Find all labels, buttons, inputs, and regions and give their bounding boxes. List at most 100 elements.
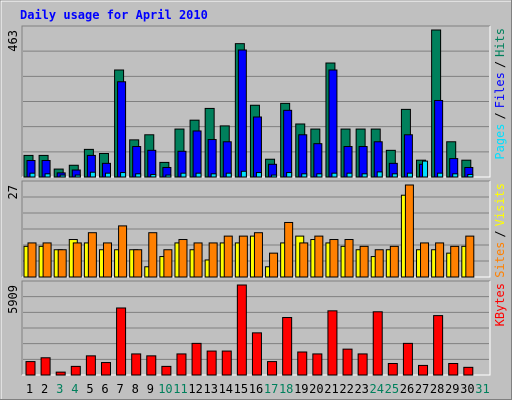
bar: [87, 232, 97, 278]
bar: [102, 242, 112, 278]
bar: [165, 174, 172, 178]
bar: [267, 361, 278, 376]
day-label: 9: [147, 382, 154, 396]
bar: [271, 174, 278, 178]
bar: [178, 239, 188, 278]
bar: [331, 172, 338, 178]
day-label: 30: [460, 382, 474, 396]
bar: [55, 371, 66, 376]
bar: [238, 235, 248, 278]
day-label: 28: [430, 382, 444, 396]
bar: [433, 315, 444, 376]
bar: [135, 173, 142, 178]
bar: [284, 221, 294, 278]
bar: [269, 252, 279, 278]
bar: [342, 348, 353, 376]
legend-entry: KBytes: [493, 283, 507, 326]
bar: [327, 310, 338, 376]
bar: [57, 249, 67, 278]
bar: [253, 232, 263, 278]
bar: [225, 172, 232, 178]
bar: [374, 249, 384, 278]
bar: [314, 235, 324, 278]
chart-title: Daily usage for April 2010: [20, 8, 208, 22]
legend-separator: /: [493, 230, 507, 237]
day-label: 11: [173, 382, 187, 396]
bar: [463, 366, 474, 376]
bar: [437, 172, 444, 178]
day-label: 24: [370, 382, 384, 396]
day-label: 13: [203, 382, 217, 396]
bar: [420, 242, 430, 278]
bar: [299, 242, 309, 278]
bar: [402, 342, 413, 376]
day-label: 17: [264, 382, 278, 396]
bar: [361, 173, 368, 178]
day-label: 8: [132, 382, 139, 396]
day-label: 19: [294, 382, 308, 396]
panel-shadow: [21, 180, 490, 277]
bar: [210, 173, 217, 178]
bar: [133, 249, 143, 278]
bar: [132, 146, 142, 178]
bar: [343, 146, 353, 178]
bar: [222, 141, 232, 178]
legend-entry: Files: [493, 72, 507, 108]
bar: [70, 365, 81, 376]
bar: [85, 355, 96, 376]
bar: [40, 357, 51, 376]
bar: [328, 69, 338, 178]
panel-shadow: [21, 280, 490, 375]
bar: [251, 332, 262, 376]
bar: [298, 134, 308, 178]
bar: [207, 139, 217, 178]
bar: [434, 99, 444, 178]
bar: [236, 284, 247, 376]
day-label: 25: [385, 382, 399, 396]
legend-separator: /: [493, 61, 507, 68]
bar: [148, 232, 158, 278]
bar: [131, 353, 142, 376]
legend: KBytes: [493, 283, 507, 326]
bar: [104, 172, 111, 178]
legend-entry: Sites: [493, 242, 507, 278]
bar: [435, 242, 445, 278]
bar: [301, 173, 308, 178]
bar: [163, 249, 173, 278]
bar: [406, 172, 413, 178]
day-label: 12: [188, 382, 202, 396]
panel-shadow: [21, 25, 490, 177]
bar: [176, 353, 187, 376]
bar: [195, 172, 202, 178]
bar: [465, 235, 475, 278]
bar: [387, 363, 398, 376]
bar: [42, 242, 52, 278]
day-label: 31: [475, 382, 489, 396]
bar: [221, 350, 232, 376]
bar: [89, 171, 96, 178]
bar: [59, 174, 66, 178]
bar: [27, 242, 37, 278]
bar: [146, 355, 157, 376]
day-label: 15: [234, 382, 248, 396]
day-label: 1: [26, 382, 33, 396]
legend: Pages / Files / Hits: [493, 28, 507, 160]
bar: [346, 172, 353, 178]
day-label: 16: [249, 382, 263, 396]
bar: [100, 362, 111, 376]
day-label: 18: [279, 382, 293, 396]
day-label: 29: [445, 382, 459, 396]
bar: [372, 311, 383, 376]
bar: [282, 317, 293, 376]
bar: [147, 149, 157, 178]
bar: [391, 173, 398, 178]
day-label: 21: [324, 382, 338, 396]
bar: [117, 81, 127, 178]
bar: [240, 170, 247, 178]
bar: [467, 173, 474, 178]
day-label: 20: [309, 382, 323, 396]
bar: [72, 242, 82, 278]
bar: [450, 245, 460, 278]
bar: [418, 364, 429, 376]
